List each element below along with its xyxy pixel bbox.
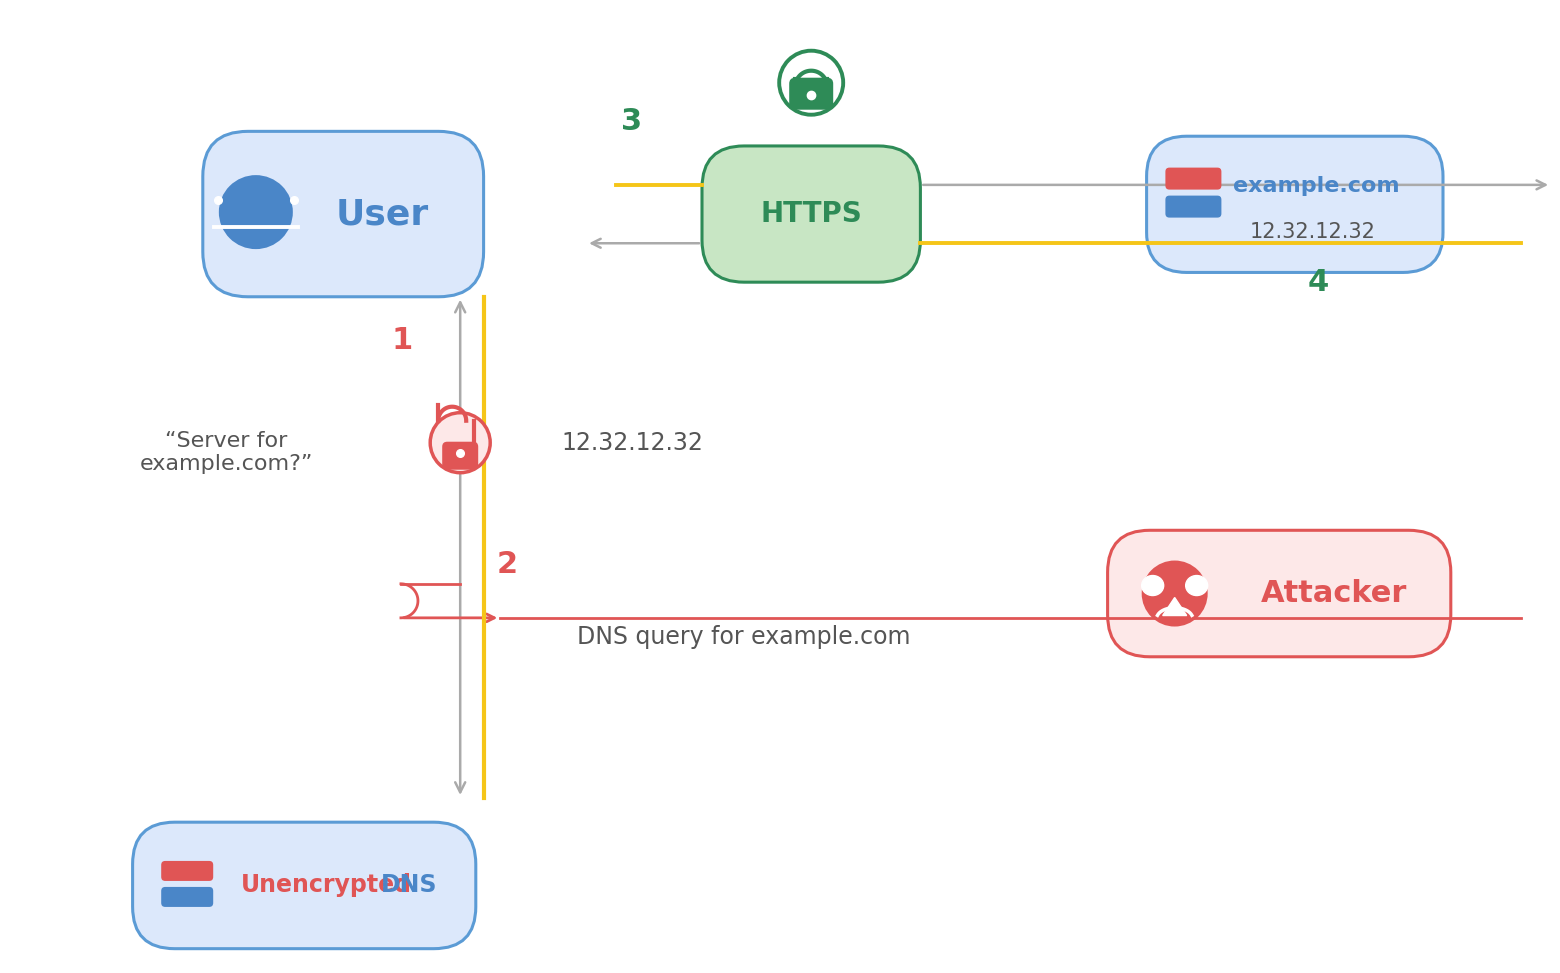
Circle shape: [778, 51, 844, 115]
Text: 12.32.12.32: 12.32.12.32: [1250, 222, 1376, 242]
Polygon shape: [1162, 597, 1187, 616]
FancyBboxPatch shape: [441, 442, 479, 470]
Text: 12.32.12.32: 12.32.12.32: [562, 431, 704, 454]
Text: example.com: example.com: [1234, 176, 1401, 197]
Text: 2: 2: [496, 550, 518, 579]
Text: “Server for
example.com?”: “Server for example.com?”: [139, 431, 314, 474]
Ellipse shape: [1142, 576, 1164, 595]
FancyBboxPatch shape: [1165, 167, 1221, 190]
FancyBboxPatch shape: [161, 887, 214, 907]
Circle shape: [218, 175, 293, 249]
Circle shape: [1142, 560, 1207, 627]
Ellipse shape: [1186, 576, 1207, 595]
FancyBboxPatch shape: [1147, 136, 1443, 272]
FancyBboxPatch shape: [702, 146, 920, 282]
Text: DNS: DNS: [381, 874, 437, 897]
FancyBboxPatch shape: [1108, 530, 1451, 657]
Text: 1: 1: [392, 326, 413, 355]
Text: Attacker: Attacker: [1260, 579, 1407, 608]
FancyBboxPatch shape: [203, 131, 484, 297]
FancyBboxPatch shape: [1165, 196, 1221, 218]
FancyBboxPatch shape: [161, 861, 214, 881]
Text: User: User: [335, 198, 429, 231]
Text: 4: 4: [1307, 268, 1329, 297]
Text: DNS query for example.com: DNS query for example.com: [577, 626, 911, 649]
Text: HTTPS: HTTPS: [760, 200, 863, 228]
Text: 3: 3: [621, 107, 643, 136]
Text: Unencrypted: Unencrypted: [240, 874, 412, 897]
Circle shape: [431, 413, 490, 473]
FancyBboxPatch shape: [133, 822, 476, 949]
FancyBboxPatch shape: [789, 78, 833, 110]
